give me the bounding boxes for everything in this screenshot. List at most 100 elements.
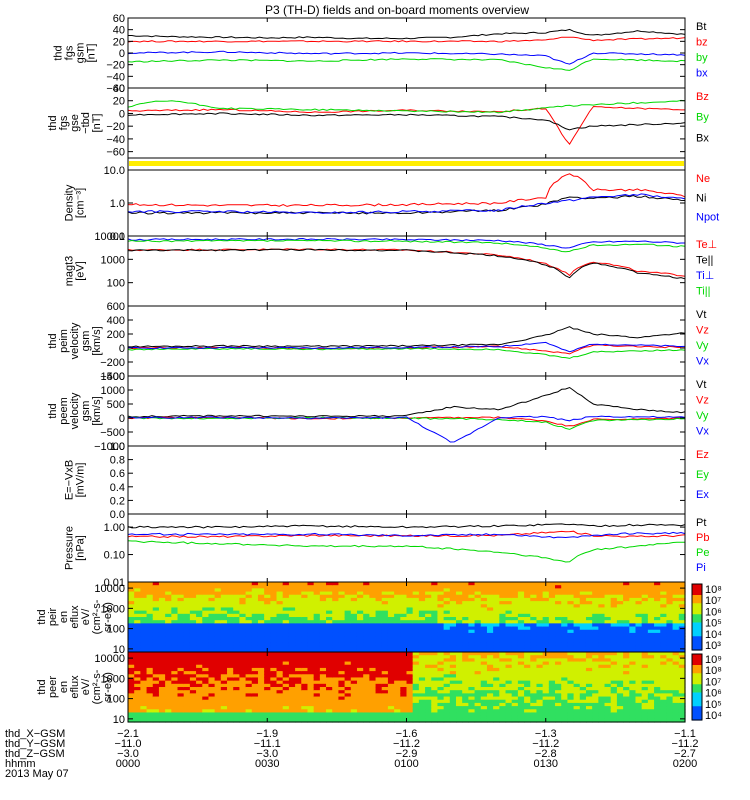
spectrogram-cell bbox=[128, 648, 135, 653]
spectrogram-cell bbox=[660, 645, 668, 650]
y-tick-label: −60 bbox=[106, 83, 125, 95]
spectrogram-cell bbox=[517, 648, 525, 653]
spectrogram-cell bbox=[301, 699, 309, 704]
spectrogram-cell bbox=[227, 588, 234, 593]
spectrogram-cell bbox=[264, 702, 271, 707]
spectrogram-cell bbox=[196, 591, 203, 596]
spectrogram-cell bbox=[245, 690, 253, 694]
spectrogram-cell bbox=[332, 604, 340, 609]
spectrogram-cell bbox=[264, 674, 271, 679]
spectrogram-cell bbox=[592, 591, 599, 596]
spectrogram-cell bbox=[616, 693, 624, 698]
spectrogram-cell bbox=[610, 709, 618, 714]
spectrogram-cell bbox=[326, 642, 333, 647]
spectrogram-cell bbox=[579, 597, 587, 602]
spectrogram-cell bbox=[394, 594, 401, 599]
spectrogram-cell bbox=[517, 702, 525, 707]
spectrogram-cell bbox=[245, 712, 253, 717]
spectrogram-cell bbox=[462, 636, 469, 640]
spectrogram-cell bbox=[227, 693, 234, 698]
spectrogram-cell bbox=[524, 696, 531, 701]
spectrogram-cell bbox=[183, 652, 191, 656]
spectrogram-cell bbox=[567, 648, 575, 653]
spectrogram-cell bbox=[165, 636, 172, 640]
spectrogram-cell bbox=[214, 613, 222, 618]
spectrogram-cell bbox=[573, 683, 581, 688]
spectrogram-cell bbox=[511, 671, 519, 675]
spectrogram-cell bbox=[239, 597, 247, 602]
spectrogram-cell bbox=[189, 661, 197, 666]
spectrogram-cell bbox=[227, 642, 234, 647]
spectrogram-cell bbox=[257, 671, 265, 675]
spectrogram-cell bbox=[189, 709, 197, 714]
spectrogram-cell bbox=[486, 610, 494, 615]
spectrogram-cell bbox=[177, 620, 185, 624]
spectrogram-cell bbox=[505, 594, 513, 599]
spectrogram-cell bbox=[381, 632, 389, 637]
spectrogram-cell bbox=[158, 617, 166, 621]
spectrogram-cell bbox=[666, 629, 674, 634]
spectrogram-cell bbox=[406, 687, 414, 691]
spectrogram-cell bbox=[356, 629, 364, 634]
spectrogram-cell bbox=[319, 591, 327, 596]
spectrogram-cell bbox=[128, 629, 135, 634]
spectrogram-cell bbox=[276, 597, 284, 602]
spectrogram-cell bbox=[301, 702, 309, 707]
spectrogram-cell bbox=[456, 683, 463, 688]
spectrogram-cell bbox=[598, 677, 606, 682]
spectrogram-cell bbox=[326, 648, 333, 653]
spectrogram-cell bbox=[610, 645, 618, 650]
spectrogram-cell bbox=[257, 610, 265, 615]
spectrogram-cell bbox=[196, 629, 203, 634]
spectrogram-cell bbox=[381, 645, 389, 650]
y-axis-label-line: peir bbox=[47, 607, 59, 626]
spectrogram-cell bbox=[530, 677, 538, 682]
spectrogram-cell bbox=[499, 652, 507, 656]
spectrogram-cell bbox=[555, 693, 562, 698]
spectrogram-cell bbox=[660, 693, 668, 698]
spectrogram-cell bbox=[313, 715, 321, 720]
spectrogram-cell bbox=[530, 617, 538, 621]
spectrogram-cell bbox=[313, 718, 321, 723]
spectrogram-cell bbox=[623, 661, 630, 666]
spectrogram-cell bbox=[152, 709, 160, 714]
spectrogram-cell bbox=[604, 687, 612, 691]
spectrogram-cell bbox=[332, 718, 340, 723]
spectrogram-cell bbox=[616, 626, 624, 631]
spectrogram-cell bbox=[177, 617, 185, 621]
spectrogram-cell bbox=[604, 674, 612, 679]
spectrogram-cell bbox=[387, 696, 395, 701]
spectrogram-cell bbox=[140, 671, 148, 675]
spectrogram-cell bbox=[140, 687, 148, 691]
spectrogram-cell bbox=[437, 601, 445, 605]
spectrogram-cell bbox=[462, 582, 469, 586]
spectrogram-cell bbox=[456, 715, 463, 720]
legend-Ne: Ne bbox=[696, 173, 710, 185]
spectrogram-cell bbox=[616, 699, 624, 704]
spectrogram-cell bbox=[629, 696, 637, 701]
spectrogram-cell bbox=[412, 706, 420, 710]
y-tick-label: 1.00 bbox=[104, 522, 125, 534]
spectrogram-cell bbox=[647, 667, 655, 672]
spectrogram-cell bbox=[499, 632, 507, 637]
spectrogram-cell bbox=[462, 690, 469, 694]
spectrogram-cell bbox=[635, 652, 643, 656]
spectrogram-cell bbox=[344, 715, 352, 720]
spectrogram-cell bbox=[474, 597, 482, 602]
spectrogram-cell bbox=[548, 690, 556, 694]
spectrogram-cell bbox=[585, 639, 593, 644]
spectrogram-cell bbox=[257, 715, 265, 720]
spectrogram-cell bbox=[171, 674, 179, 679]
spectrogram-cell bbox=[623, 620, 630, 624]
spectrogram-cell bbox=[257, 604, 265, 609]
spectrogram-cell bbox=[375, 696, 383, 701]
spectrogram-cell bbox=[152, 683, 160, 688]
spectrogram-cell bbox=[462, 639, 469, 644]
spectrogram-cell bbox=[641, 715, 649, 720]
spectrogram-cell bbox=[598, 683, 606, 688]
spectrogram-cell bbox=[239, 626, 247, 631]
spectrogram-cell bbox=[171, 699, 179, 704]
spectrogram-cell bbox=[288, 696, 296, 701]
spectrogram-cell bbox=[672, 607, 680, 612]
spectrogram-cell bbox=[592, 715, 599, 720]
